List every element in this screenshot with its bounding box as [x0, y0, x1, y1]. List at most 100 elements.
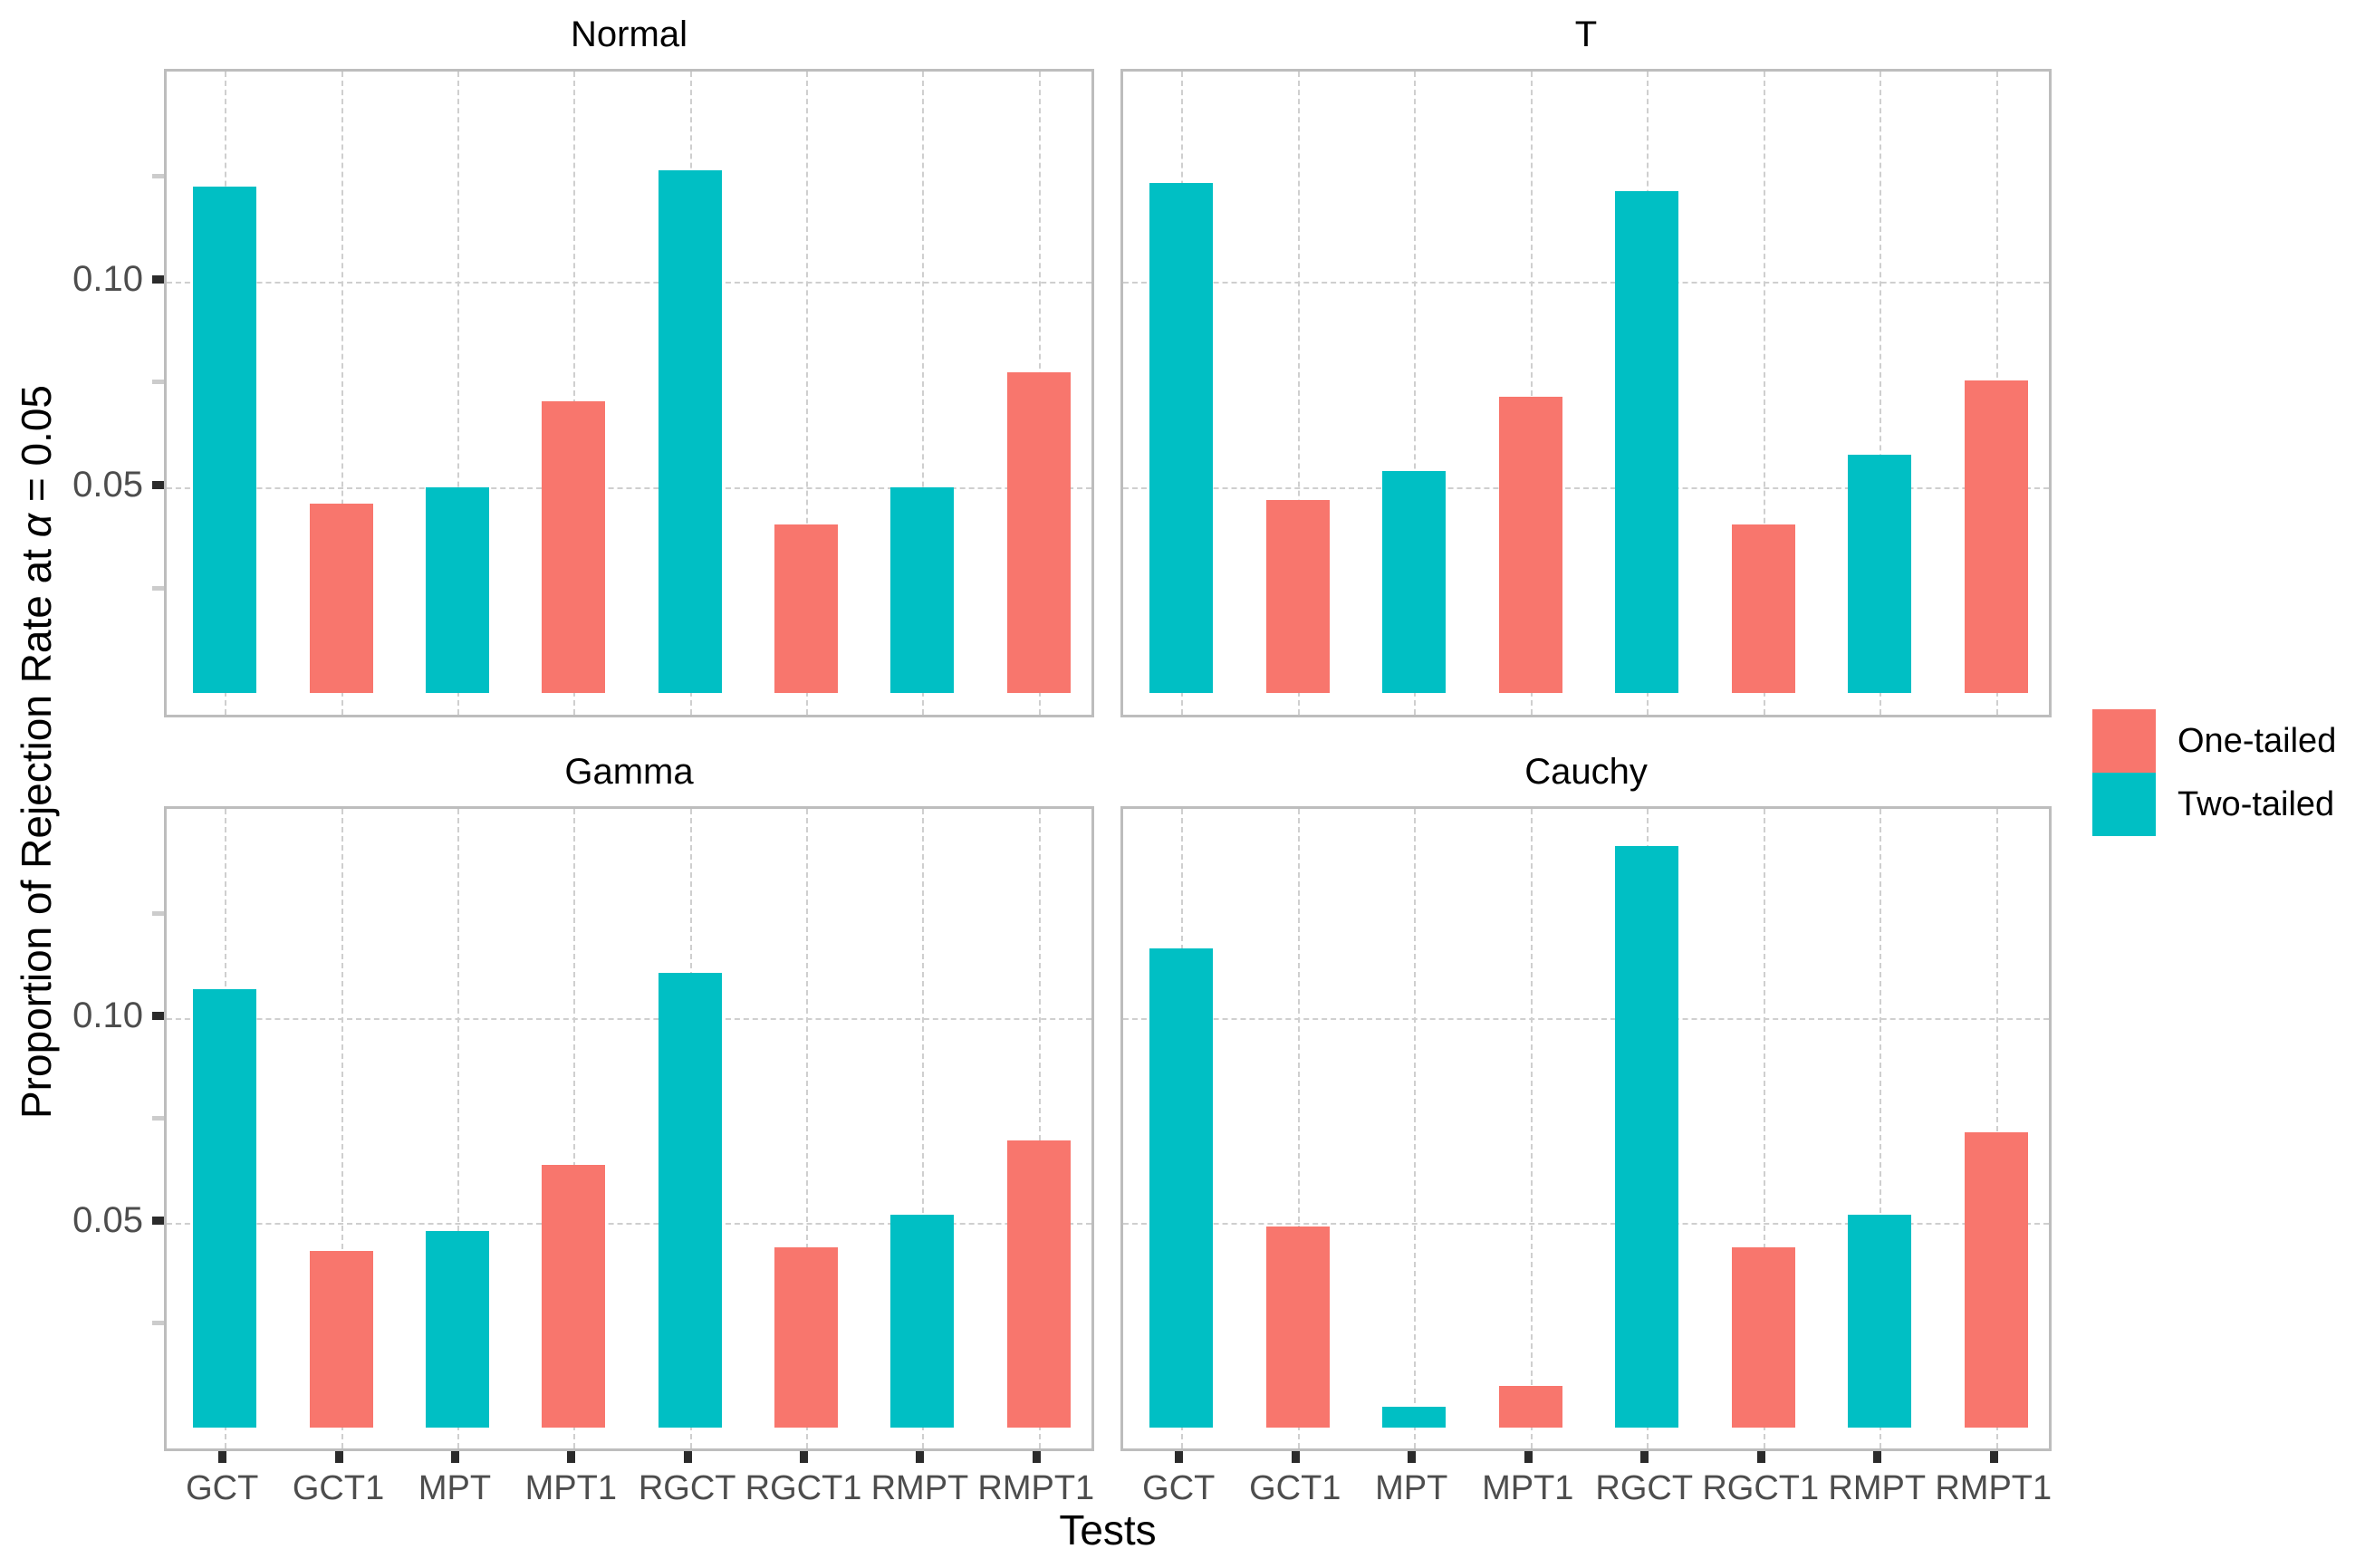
x-tick-rgct1 [1756, 1451, 1765, 1463]
x-tick-label-gct1: GCT1 [292, 1469, 385, 1507]
bar-cauchy-rgct [1615, 845, 1679, 1428]
x-gridline-rgct1 [806, 809, 809, 1448]
bar-normal-rgct1 [774, 524, 839, 694]
x-gridline-gct1 [1297, 809, 1300, 1448]
bar-gamma-rgct1 [774, 1246, 839, 1428]
facet-title-gamma: Gamma [564, 752, 694, 792]
bar-normal-mpt1 [542, 400, 606, 694]
y-tick-label-0.05: 0.05 [72, 465, 143, 505]
x-gridline-rgct1 [1763, 809, 1765, 1448]
y-tick-0.05 [152, 481, 164, 490]
y-gridline-0.05 [167, 1222, 1091, 1225]
facet-title-normal: Normal [571, 14, 687, 54]
bar-gamma-mpt [425, 1230, 489, 1428]
y-tick-0.10 [152, 274, 164, 284]
legend-label-two-tailed: Two-tailed [2178, 784, 2335, 823]
facet-title-t: T [1574, 14, 1598, 54]
panel-cauchy [1120, 806, 2052, 1451]
bar-normal-mpt [425, 487, 489, 694]
x-tick-label-rgct: RGCT [1595, 1469, 1694, 1507]
bar-gamma-mpt1 [542, 1165, 606, 1428]
x-gridline-gct1 [1297, 72, 1300, 715]
y-tick-0.05 [152, 1216, 164, 1225]
x-gridline-rmpt [922, 72, 925, 715]
x-tick-label-rgct1: RGCT1 [745, 1469, 862, 1507]
x-tick-rmpt1 [1989, 1451, 1998, 1463]
x-tick-label-rmpt: RMPT [870, 1469, 969, 1507]
y-gridline-0.10 [167, 1017, 1091, 1020]
bar-cauchy-mpt1 [1498, 1386, 1562, 1428]
bar-t-rmpt [1848, 454, 1912, 694]
bar-cauchy-rmpt1 [1964, 1132, 2028, 1428]
bar-normal-rmpt1 [1006, 371, 1071, 694]
x-tick-gct1 [334, 1451, 343, 1463]
bar-cauchy-gct1 [1265, 1227, 1330, 1428]
x-gridline-rgct1 [1763, 72, 1765, 715]
y-minor-tick [152, 380, 164, 385]
bar-normal-gct1 [309, 504, 373, 694]
bar-t-rgct1 [1731, 524, 1795, 694]
bar-gamma-gct1 [309, 1251, 373, 1428]
legend-entry-one-tailed: One-tailed [2092, 709, 2336, 773]
y-gridline-0.10 [1123, 281, 2049, 284]
x-gridline-mpt [457, 809, 459, 1448]
x-tick-label-mpt: MPT [1375, 1469, 1448, 1507]
x-tick-rgct [683, 1451, 692, 1463]
x-tick-rmpt [1873, 1451, 1882, 1463]
legend: One-tailed Two-tailed [2092, 709, 2336, 836]
bar-t-mpt1 [1498, 397, 1562, 694]
bar-gamma-gct [193, 988, 257, 1428]
x-tick-gct1 [1291, 1451, 1300, 1463]
y-minor-tick [152, 585, 164, 591]
bar-t-rmpt1 [1964, 380, 2028, 694]
x-gridline-rmpt [1880, 72, 1882, 715]
alpha-symbol: α [13, 513, 60, 538]
x-gridline-mpt1 [1530, 72, 1533, 715]
x-tick-mpt [1408, 1451, 1417, 1463]
x-tick-label-rmpt1: RMPT1 [1935, 1469, 2053, 1507]
legend-swatch-one-tailed [2092, 709, 2156, 773]
legend-entry-two-tailed: Two-tailed [2092, 773, 2336, 836]
bar-cauchy-rgct1 [1731, 1246, 1795, 1428]
y-tick-label-0.10: 0.10 [72, 995, 143, 1035]
y-gridline-0.05 [1123, 487, 2049, 490]
y-minor-tick [152, 174, 164, 179]
x-gridline-mpt [457, 72, 459, 715]
y-gridline-0.10 [167, 281, 1091, 284]
x-tick-label-mpt1: MPT1 [1482, 1469, 1574, 1507]
bar-gamma-rgct [658, 972, 722, 1428]
bar-cauchy-mpt [1382, 1407, 1447, 1428]
bar-gamma-rmpt1 [1006, 1140, 1071, 1428]
x-tick-label-rmpt1: RMPT1 [977, 1469, 1095, 1507]
x-tick-label-gct: GCT [1142, 1469, 1216, 1507]
x-gridline-rmpt1 [1995, 809, 1998, 1448]
y-tick-0.10 [152, 1011, 164, 1020]
y-gridline-0.05 [167, 487, 1091, 490]
bar-normal-gct [193, 187, 257, 694]
x-tick-label-gct: GCT [186, 1469, 259, 1507]
x-gridline-rgct1 [806, 72, 809, 715]
y-minor-tick [152, 1115, 164, 1121]
x-tick-mpt1 [567, 1451, 576, 1463]
y-tick-label-0.05: 0.05 [72, 1199, 143, 1240]
bar-normal-rmpt [890, 487, 955, 694]
x-tick-rgct1 [800, 1451, 809, 1463]
x-tick-gct [218, 1451, 227, 1463]
x-tick-rmpt [916, 1451, 925, 1463]
bar-t-gct [1149, 182, 1214, 694]
x-tick-rgct [1640, 1451, 1649, 1463]
x-gridline-gct1 [341, 809, 343, 1448]
facet-title-cauchy: Cauchy [1524, 752, 1648, 792]
bar-t-mpt [1382, 470, 1447, 694]
x-gridline-mpt1 [1530, 809, 1533, 1448]
x-tick-gct [1175, 1451, 1184, 1463]
x-gridline-rmpt [922, 809, 925, 1448]
x-tick-label-rmpt: RMPT [1828, 1469, 1927, 1507]
bar-gamma-rmpt [890, 1214, 955, 1428]
x-gridline-mpt [1414, 72, 1417, 715]
panel-gamma [164, 806, 1094, 1451]
x-tick-mpt [450, 1451, 459, 1463]
x-tick-mpt1 [1524, 1451, 1533, 1463]
legend-label-one-tailed: One-tailed [2178, 721, 2337, 760]
